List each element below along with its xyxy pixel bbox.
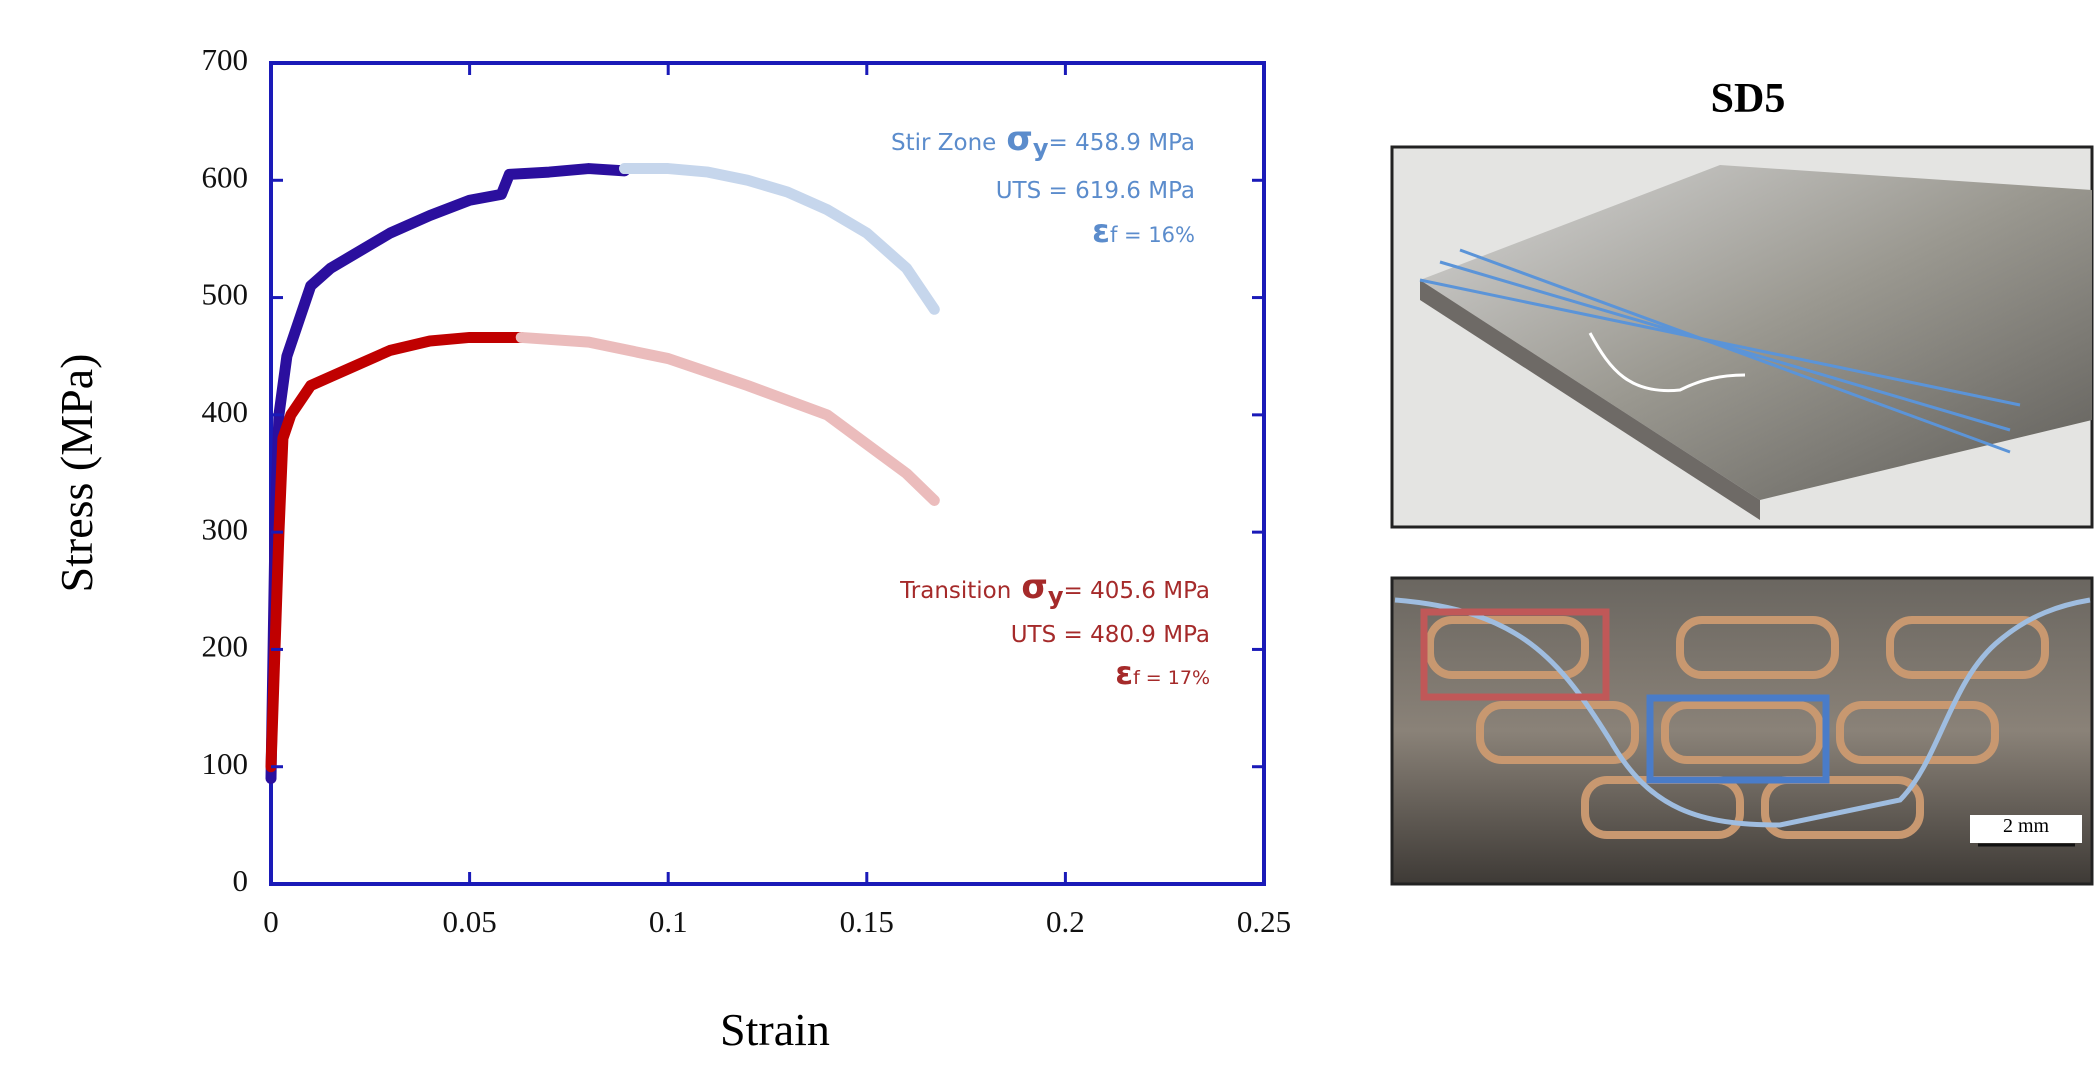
annotation-subscript: y	[1048, 582, 1064, 610]
data-line	[271, 337, 521, 766]
annotation-label: Stir Zone	[891, 130, 996, 156]
y-tick-label: 300	[202, 511, 249, 546]
y-axis-title: Stress (MPa)	[51, 354, 102, 593]
y-tick-label: 600	[202, 159, 249, 194]
annotation: Stir Zone σy= 458.9 MPa UTS = 619.6 MPa ε…	[891, 119, 1195, 250]
x-tick-label: 0.1	[649, 904, 688, 939]
x-tick-label: 0.05	[442, 904, 496, 939]
annotation-strain: f = 17%	[1133, 667, 1210, 689]
x-axis-title: Strain	[720, 1004, 830, 1055]
annotation-symbol: σ	[1021, 567, 1047, 607]
annotation-yield: = 405.6 MPa	[1063, 578, 1210, 604]
svg-text:εf = 17%: εf = 17%	[1115, 654, 1210, 692]
data-line	[521, 337, 934, 500]
annotation-subscript: y	[1033, 134, 1049, 162]
photo-plate	[1392, 147, 2092, 527]
figure: Strain Stress (MPa) Stir Zoneσy= 458.9 M…	[0, 0, 2094, 1065]
photo-section: 2 mm	[1392, 578, 2092, 884]
y-tick-label: 400	[202, 394, 249, 429]
y-tick-label: 200	[202, 629, 249, 664]
x-tick-label: 0	[263, 904, 279, 939]
annotation-symbol: ε	[1115, 654, 1133, 692]
data-line	[625, 169, 935, 310]
annotation-yield: = 458.9 MPa	[1048, 130, 1195, 156]
x-tick-label: 0.2	[1046, 904, 1085, 939]
data-line	[271, 169, 625, 779]
y-tick-label: 700	[202, 42, 249, 77]
y-tick-label: 500	[202, 277, 249, 312]
y-tick-label: 100	[202, 746, 249, 781]
annotation-symbol: σ	[1006, 119, 1032, 159]
annotation-uts: UTS = 619.6 MPa	[996, 178, 1195, 204]
scale-bar-label: 2 mm	[2003, 815, 2050, 837]
figure-title: SD5	[1711, 76, 1786, 122]
annotation-uts: UTS = 480.9 MPa	[1011, 622, 1210, 648]
x-tick-label: 0.15	[840, 904, 894, 939]
annotation-line: Stir Zone σy= 458.9 MPa	[891, 119, 1195, 162]
plot-area	[271, 169, 934, 779]
annotation-label: Transition	[899, 578, 1011, 604]
svg-text:εf = 16%: εf = 16%	[1092, 212, 1195, 250]
annotation-strain: f = 16%	[1110, 223, 1195, 247]
annotation-symbol: ε	[1092, 212, 1110, 250]
y-tick-label: 0	[233, 863, 249, 898]
x-tick-label: 0.25	[1237, 904, 1291, 939]
